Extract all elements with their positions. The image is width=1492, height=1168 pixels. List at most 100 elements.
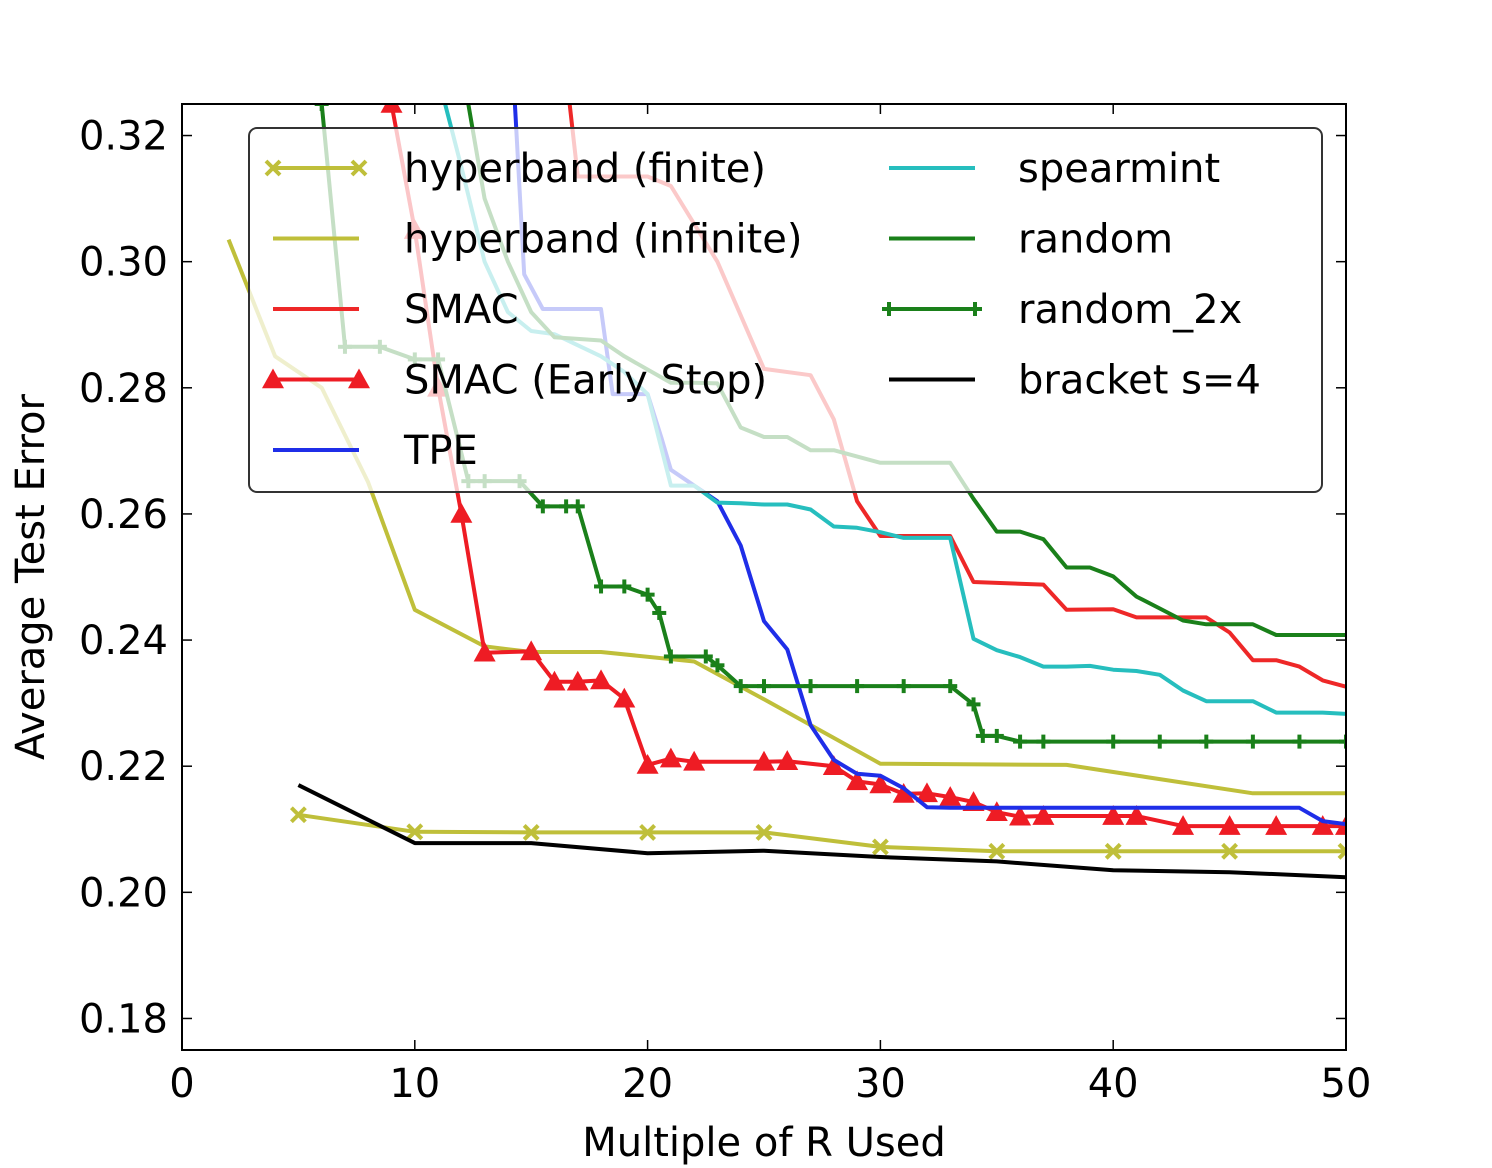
data-point-smac-early-stop xyxy=(1311,815,1334,835)
legend-marker xyxy=(262,368,284,389)
x-tick-label: 40 xyxy=(1088,1061,1139,1107)
data-point-smac-early-stop xyxy=(1265,815,1288,835)
data-point-smac-early-stop xyxy=(846,770,869,791)
data-point-smac-early-stop xyxy=(822,755,845,775)
legend-entry-hyperband-infinite: hyperband (infinite) xyxy=(273,217,802,263)
x-tick-label: 0 xyxy=(169,1061,194,1107)
data-point-hyperband-finite xyxy=(406,823,424,841)
data-point-random-2x xyxy=(850,679,865,694)
data-point-random-2x xyxy=(594,579,609,594)
data-point-random-2x xyxy=(1106,734,1121,749)
legend-entry-tpe: TPE xyxy=(273,428,478,474)
legend-marker xyxy=(350,159,368,177)
data-point-smac-early-stop xyxy=(613,687,636,708)
data-point-random-2x xyxy=(652,605,667,620)
y-tick-label: 0.18 xyxy=(79,996,168,1042)
data-point-random-2x xyxy=(1292,734,1307,749)
legend-entry-hyperband-finite: hyperband (finite) xyxy=(264,146,766,192)
data-point-random-2x xyxy=(1199,734,1214,749)
x-tick-label: 30 xyxy=(855,1061,906,1107)
legend-label: SMAC (Early Stop) xyxy=(404,358,767,404)
data-point-smac-early-stop xyxy=(1218,815,1241,835)
series-bracket-s-4 xyxy=(297,783,1346,880)
data-point-smac-early-stop xyxy=(1102,805,1125,825)
data-point-smac-early-stop xyxy=(1125,805,1148,825)
data-point-hyperband-finite xyxy=(639,824,657,841)
y-tick-label: 0.20 xyxy=(79,870,168,916)
series-line-hyperband-finite xyxy=(298,812,1346,854)
data-point-smac-early-stop xyxy=(1032,805,1055,825)
y-tick-label: 0.32 xyxy=(79,114,168,160)
x-tick-label: 10 xyxy=(389,1061,440,1107)
legend-label: TPE xyxy=(403,428,478,474)
legend-label: random_2x xyxy=(1018,287,1242,333)
data-point-smac-early-stop xyxy=(915,782,938,803)
data-point-random-2x xyxy=(803,679,818,694)
legend: hyperband (finite) hyperband (infinite) SM… xyxy=(248,127,1323,493)
data-point-random-2x xyxy=(314,104,329,111)
data-point-random-2x xyxy=(943,679,958,694)
data-point-hyperband-finite xyxy=(522,824,540,841)
data-point-random-2x xyxy=(640,587,655,602)
legend-label: hyperband (infinite) xyxy=(404,217,802,263)
legend-entry-spearmint: spearmint xyxy=(889,146,1220,192)
legend-entry-bracket-s-4: bracket s=4 xyxy=(889,358,1261,404)
data-point-smac-early-stop xyxy=(1172,815,1195,835)
data-point-hyperband-finite xyxy=(1104,842,1122,860)
data-point-smac-early-stop xyxy=(753,750,775,771)
data-point-random-2x xyxy=(1339,734,1346,749)
data-point-hyperband-finite xyxy=(1337,842,1346,860)
legend-marker xyxy=(264,159,282,177)
data-point-random-2x xyxy=(1013,734,1028,749)
ticks-layer: 0 10 20 30 40 50 0.18 0.20 0.22 0.24 0.26 0.28 0.30 0… xyxy=(79,104,1372,1107)
plot-frame xyxy=(181,103,1347,1051)
x-tick-label: 50 xyxy=(1321,1061,1372,1107)
data-point-random-2x xyxy=(757,679,771,694)
data-point-smac-early-stop xyxy=(636,753,659,774)
data-point-smac-early-stop xyxy=(473,641,496,662)
legend-entry-random: random xyxy=(889,217,1173,263)
data-point-random-2x xyxy=(896,679,911,694)
data-point-smac-early-stop xyxy=(450,502,473,523)
data-point-random-2x xyxy=(535,499,550,514)
data-point-hyperband-finite xyxy=(871,838,889,856)
legend-entry-smac-early-stop: SMAC (Early Stop) xyxy=(262,358,767,404)
data-point-random-2x xyxy=(1152,734,1167,749)
legend-marker xyxy=(348,368,370,389)
data-point-smac-early-stop xyxy=(543,670,566,691)
data-point-smac-early-stop xyxy=(939,786,962,806)
data-point-random-2x xyxy=(698,649,713,664)
y-tick-label: 0.24 xyxy=(79,618,168,664)
data-point-random-2x xyxy=(975,728,990,743)
series-hyperband-finite xyxy=(289,806,1346,860)
data-point-hyperband-finite xyxy=(1221,842,1239,860)
series-line-bracket-s-4 xyxy=(297,783,1346,880)
data-point-smac-early-stop xyxy=(380,104,403,113)
legend-marker xyxy=(882,302,896,316)
data-point-random-2x xyxy=(663,649,678,664)
data-point-random-2x xyxy=(710,658,725,673)
data-point-hyperband-finite xyxy=(289,806,307,824)
data-point-smac-early-stop xyxy=(1009,805,1032,826)
legend-label: bracket s=4 xyxy=(1018,358,1261,404)
legend-label: random xyxy=(1018,217,1173,263)
x-axis-title: Multiple of R Used xyxy=(582,1120,946,1166)
y-tick-label: 0.22 xyxy=(79,744,168,790)
data-point-random-2x xyxy=(1245,734,1260,749)
data-point-smac-early-stop xyxy=(1335,815,1346,835)
data-point-smac-early-stop xyxy=(869,773,892,794)
legend-entry-random-2x: random_2x xyxy=(882,287,1242,333)
legend-label: SMAC xyxy=(404,287,519,333)
x-tick-label: 20 xyxy=(622,1061,673,1107)
data-point-hyperband-finite xyxy=(988,842,1006,860)
legend-label: spearmint xyxy=(1018,146,1220,192)
data-point-random-2x xyxy=(733,679,748,694)
legend-label: hyperband (finite) xyxy=(404,146,766,192)
data-point-smac-early-stop xyxy=(683,750,706,771)
data-point-smac-early-stop xyxy=(892,782,915,803)
y-axis-title: Average Test Error xyxy=(8,393,54,760)
data-point-smac-early-stop xyxy=(520,640,543,661)
data-point-smac-early-stop xyxy=(590,669,613,690)
data-point-smac-early-stop xyxy=(659,747,682,768)
